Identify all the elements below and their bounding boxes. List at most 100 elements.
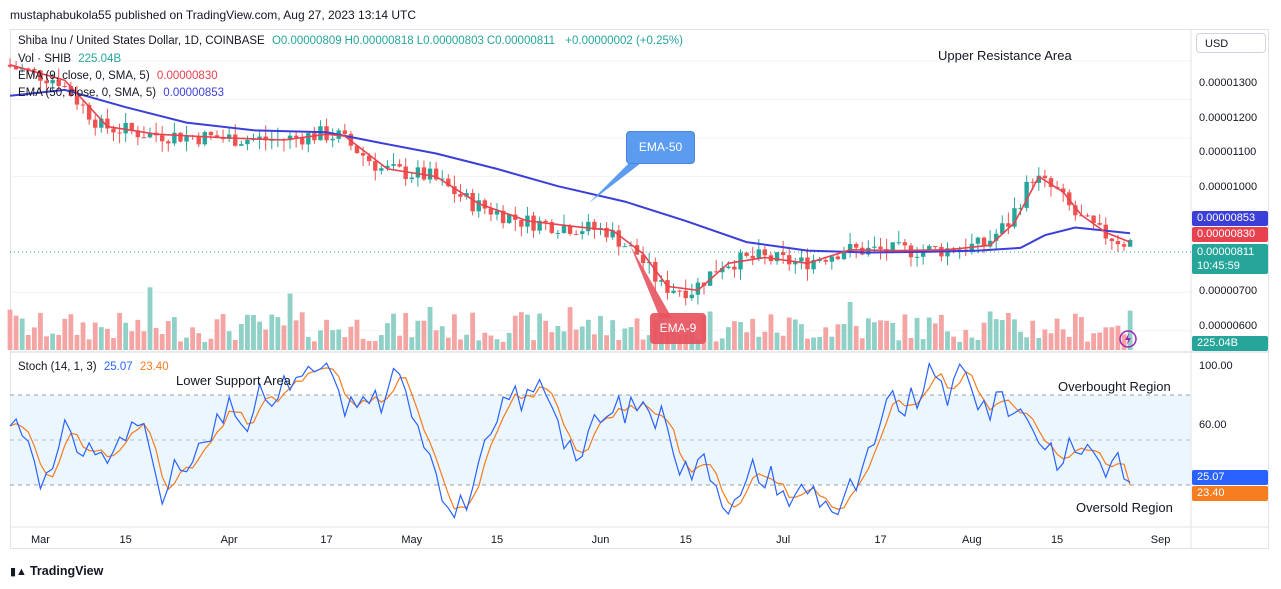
ema9-line [9, 64, 1131, 292]
ema50-label[interactable]: EMA (50, close, 0, SMA, 5) [18, 87, 157, 99]
volume-bar [421, 320, 427, 350]
currency-selector[interactable]: USD [1196, 33, 1266, 53]
volume-bar [634, 318, 640, 350]
time-tick: Jul [776, 534, 790, 546]
volume-bar [750, 318, 756, 350]
volume-bar [318, 330, 323, 350]
candle-body [293, 135, 299, 138]
stoch-tick: 60.00 [1199, 419, 1227, 431]
ohlc-values: O0.00000809 H0.00000818 L0.00000803 C0.0000… [272, 35, 558, 47]
volume-bar [829, 336, 835, 350]
volume-bar [969, 337, 975, 350]
volume-bar [470, 312, 476, 350]
volume-bar [445, 337, 451, 350]
candle-body [671, 290, 676, 293]
candle-body [604, 227, 609, 238]
volume-bar [80, 322, 86, 350]
candle-body [239, 144, 244, 146]
candle-body [860, 247, 865, 255]
volume-bar [25, 334, 31, 350]
volume-bar [141, 331, 147, 350]
countdown-value: 10:45:59 [1197, 260, 1240, 272]
symbol-title[interactable]: Shiba Inu / United States Dollar, 1D, CO… [18, 35, 265, 47]
candle-body [415, 167, 421, 178]
volume-bar [1085, 341, 1090, 350]
volume-bar [841, 323, 847, 350]
candle-body [628, 245, 634, 247]
volume-bar [153, 327, 159, 350]
candle-body [1127, 240, 1133, 247]
volume-bar [1115, 325, 1121, 350]
volume-value: 225.04B [78, 53, 122, 65]
volume-bar [957, 341, 963, 350]
candle-body [506, 214, 512, 224]
candle-body [482, 200, 488, 209]
overbought-label: Overbought Region [1058, 379, 1171, 394]
volume-bar [391, 313, 396, 350]
candle-body [1085, 215, 1090, 217]
volume-bar [171, 317, 177, 350]
candle-body [403, 166, 408, 180]
volume-bar [275, 317, 281, 350]
candle-body [537, 220, 542, 231]
volume-bar [932, 323, 938, 350]
candle-body [1000, 223, 1005, 234]
lightning-icon[interactable] [1119, 330, 1137, 348]
candle-body [494, 210, 500, 215]
ema50-callout-pointer [589, 160, 645, 203]
change-value: +0.00000002 (+0.25%) [565, 35, 683, 47]
ema9-label[interactable]: EMA (9, close, 0, SMA, 5) [18, 70, 150, 82]
volume-bar [835, 324, 841, 350]
candle-body [823, 259, 828, 262]
time-tick: Apr [221, 534, 238, 546]
tradingview-logo[interactable]: ▮▲ TradingView [10, 564, 103, 578]
candle-body [354, 145, 360, 154]
candle-body [178, 132, 183, 142]
volume-bar [561, 331, 567, 350]
candle-body [446, 178, 451, 187]
candle-body [555, 232, 561, 234]
volume-bar [811, 337, 816, 350]
volume-bar [604, 335, 609, 350]
time-tick: Jun [592, 534, 610, 546]
candle-body [799, 257, 804, 262]
candle-body [993, 233, 999, 241]
candle-body [1012, 208, 1017, 227]
volume-bar [159, 334, 165, 350]
candle-body [452, 186, 457, 195]
candle-body [245, 139, 250, 145]
time-tick: 15 [120, 534, 132, 546]
volume-bar [981, 322, 987, 350]
candle-body [166, 141, 171, 144]
ema9-callout-pointer [630, 245, 672, 318]
candle-body [342, 130, 348, 134]
volume-bar [525, 314, 530, 350]
volume-bar [56, 335, 62, 350]
volume-bar [549, 332, 555, 350]
volume-bar [311, 341, 317, 350]
volume-bar [579, 326, 585, 350]
candle-body [172, 132, 177, 144]
volume-bar [616, 339, 622, 350]
ema50-value: 0.00000853 [163, 87, 225, 99]
candle-body [1109, 238, 1115, 242]
volume-bar [1060, 329, 1066, 350]
volume-bar [585, 319, 591, 350]
candle-body [878, 246, 883, 250]
volume-bar [573, 329, 579, 350]
stoch-label[interactable]: Stoch (14, 1, 3) [18, 361, 97, 373]
candle-body [147, 132, 153, 138]
candle-body [86, 104, 92, 120]
time-axis[interactable]: Mar 15 Apr 17 May 15 Jun 15 Jul 17 Aug 15 Sep [31, 534, 1170, 546]
stoch-k-value: 25.07 [103, 361, 133, 373]
candle-body [713, 271, 719, 273]
candle-body [208, 132, 214, 136]
candle-body [622, 246, 628, 248]
volume-bar [610, 320, 616, 350]
candle-body [300, 137, 305, 145]
volume-label[interactable]: Vol · SHIB [18, 53, 72, 65]
volume-bar [403, 313, 409, 350]
volume-bar [165, 321, 171, 350]
lower-support-label: Lower Support Area [176, 373, 292, 388]
